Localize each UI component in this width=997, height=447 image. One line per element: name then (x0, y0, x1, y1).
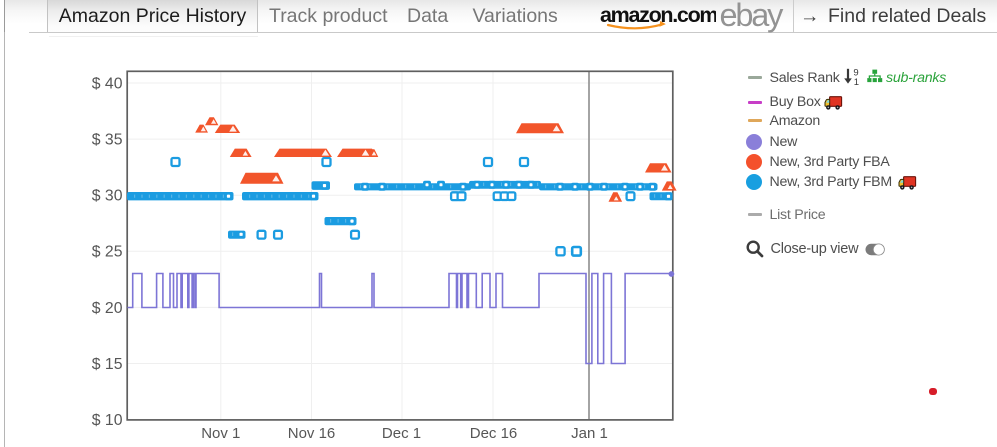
svg-text:$ 25: $ 25 (92, 244, 123, 261)
svg-text:Nov 16: Nov 16 (288, 425, 336, 442)
svg-text:$ 15: $ 15 (92, 356, 123, 373)
svg-text:$ 35: $ 35 (92, 132, 123, 149)
svg-text:amazon.com: amazon.com (600, 4, 716, 27)
svg-text:Dec 1: Dec 1 (382, 425, 421, 442)
svg-text:Jan 1: Jan 1 (571, 425, 608, 442)
svg-text:1: 1 (853, 76, 858, 86)
svg-text:Dec 16: Dec 16 (470, 425, 518, 442)
svg-text:$ 40: $ 40 (92, 75, 123, 92)
svg-text:9: 9 (853, 67, 858, 78)
svg-text:$ 30: $ 30 (92, 188, 123, 205)
svg-text:$ 20: $ 20 (92, 300, 123, 317)
svg-text:$ 10: $ 10 (92, 412, 123, 429)
svg-text:Nov 1: Nov 1 (201, 425, 240, 442)
